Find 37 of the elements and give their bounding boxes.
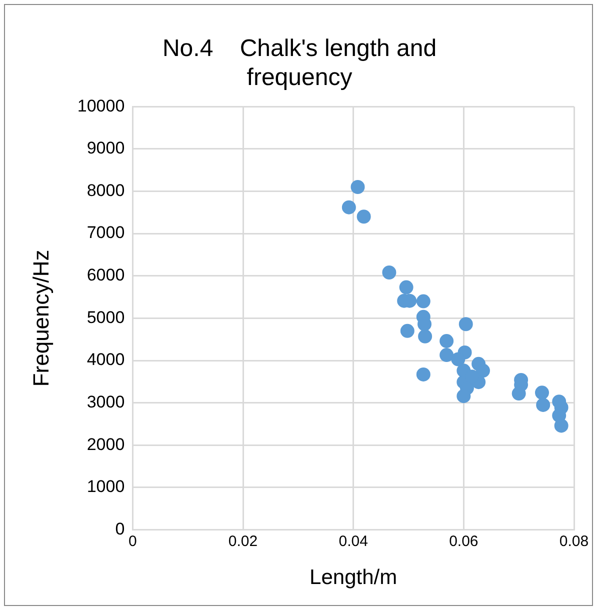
y-tick-label: 2000 [86,434,125,454]
point [356,210,371,224]
point [416,367,430,382]
point [440,348,454,362]
y-tick-label: 1000 [86,477,125,496]
point [458,317,473,332]
y-tick-label: 3000 [86,392,125,412]
y-tick-label: 6000 [86,266,125,285]
point [440,334,454,348]
x-tick-label: 0.06 [449,532,478,550]
point [400,324,414,338]
y-tick-label: 10000 [77,96,125,116]
y-axis-title: Frequency/Hz [28,250,54,387]
point [350,180,365,194]
chart-title: No.4 Chalk's length and frequency [162,35,437,91]
y-tick-label: 8000 [86,180,125,200]
y-tick-label: 4000 [86,350,125,370]
point [554,418,568,433]
y-tick-label: 7000 [86,223,125,242]
point [418,329,432,344]
point [535,386,550,400]
point [382,265,396,280]
point [476,364,490,378]
x-axis-title: Length/m [310,566,398,590]
point [416,294,430,308]
x-tick-label: 0 [128,532,137,550]
point [342,200,356,214]
point [512,386,526,401]
x-tick-label: 0.08 [559,532,589,550]
y-tick-label: 9000 [86,138,125,158]
x-tick-label: 0.04 [338,532,368,550]
point [451,352,466,366]
point [399,280,414,294]
point [536,398,550,412]
y-tick-label: 5000 [86,308,125,327]
x-tick-label: 0.02 [228,532,258,550]
point [456,389,471,404]
